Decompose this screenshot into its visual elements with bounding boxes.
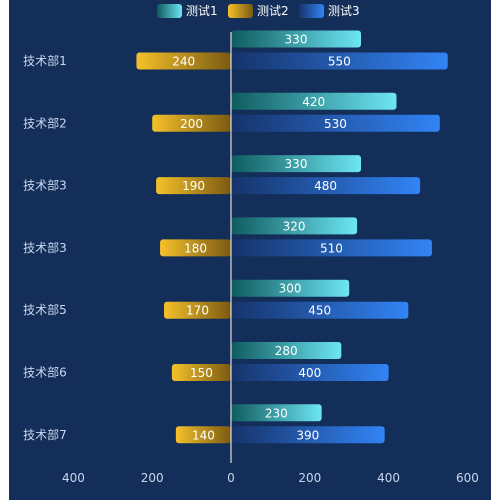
legend: 测试1 测试2 测试3 xyxy=(157,3,360,18)
bar-value-label: 420 xyxy=(302,95,325,109)
bar-value-label: 300 xyxy=(279,282,302,296)
bar-series2[interactable] xyxy=(152,114,231,132)
legend-swatch xyxy=(228,4,253,18)
bar-value-label: 280 xyxy=(275,344,298,358)
bar-series2[interactable] xyxy=(160,239,231,257)
bar-value-label: 170 xyxy=(186,304,209,318)
bar-value-label: 180 xyxy=(184,241,207,255)
bar-series3[interactable] xyxy=(231,177,421,195)
bar-series1[interactable] xyxy=(231,404,322,422)
bar-series2[interactable] xyxy=(171,364,231,381)
category-label: 技术部7 xyxy=(23,427,67,442)
bar-value-label: 190 xyxy=(182,179,205,193)
category-label: 技术部2 xyxy=(23,115,67,130)
bar-series3[interactable] xyxy=(231,426,385,444)
bar-value-label: 480 xyxy=(314,179,337,193)
bar-series3[interactable] xyxy=(231,52,448,70)
x-tick-label: 600 xyxy=(456,471,479,485)
legend-item[interactable]: 测试1 xyxy=(157,3,218,18)
legend-label: 测试2 xyxy=(257,3,289,18)
category-label: 技术部5 xyxy=(23,302,67,317)
category-label: 技术部6 xyxy=(23,365,67,380)
bar-value-label: 550 xyxy=(328,55,351,69)
bar-series3[interactable] xyxy=(231,114,440,132)
bar-value-label: 200 xyxy=(180,117,203,131)
bar-series3[interactable] xyxy=(231,239,432,257)
x-tick-label: 0 xyxy=(227,471,235,485)
bar-value-label: 230 xyxy=(265,406,288,420)
legend-item[interactable]: 测试3 xyxy=(299,3,360,18)
bars-layer xyxy=(136,30,448,444)
axis-layer: 400 200 0 200 400 600 xyxy=(62,32,479,485)
bar-series2[interactable] xyxy=(136,52,231,70)
x-tick-label: 400 xyxy=(377,471,400,485)
bar-value-label: 450 xyxy=(308,304,331,318)
bar-value-label: 510 xyxy=(320,241,343,255)
bar-value-label: 140 xyxy=(192,428,215,442)
bar-value-label: 330 xyxy=(285,157,308,171)
bar-value-label: 240 xyxy=(172,55,195,69)
bar-value-label: 150 xyxy=(190,366,213,380)
bar-value-label: 330 xyxy=(285,33,308,47)
bar-series1[interactable] xyxy=(231,342,342,359)
bar-series2[interactable] xyxy=(156,177,231,195)
bar-series3[interactable] xyxy=(231,301,409,319)
x-tick-label: 200 xyxy=(298,471,321,485)
legend-label: 测试1 xyxy=(186,3,218,18)
legend-swatch xyxy=(157,4,182,18)
legend-swatch xyxy=(299,4,324,18)
bar-value-label: 400 xyxy=(298,366,321,380)
labels-layer: 技术部1 330 240 550 技术部2 420 200 530 技术部3 330 190 480 技… xyxy=(23,33,351,443)
bar-series2[interactable] xyxy=(164,301,231,319)
bar-series1[interactable] xyxy=(231,92,397,110)
bar-value-label: 530 xyxy=(324,117,347,131)
bar-value-label: 390 xyxy=(296,428,319,442)
bar-series1[interactable] xyxy=(231,155,362,173)
category-label: 技术部1 xyxy=(23,53,67,68)
bar-series1[interactable] xyxy=(231,279,350,297)
bar-series1[interactable] xyxy=(231,30,362,48)
category-label: 技术部3 xyxy=(23,240,67,255)
bar-value-label: 320 xyxy=(283,219,306,233)
x-tick-label: 200 xyxy=(141,471,164,485)
x-tick-label: 400 xyxy=(62,471,85,485)
bar-series1[interactable] xyxy=(231,217,358,235)
legend-label: 测试3 xyxy=(328,3,360,18)
bar-series3[interactable] xyxy=(231,364,389,381)
category-label: 技术部3 xyxy=(23,178,67,193)
legend-item[interactable]: 测试2 xyxy=(228,3,289,18)
bar-series2[interactable] xyxy=(175,426,231,444)
